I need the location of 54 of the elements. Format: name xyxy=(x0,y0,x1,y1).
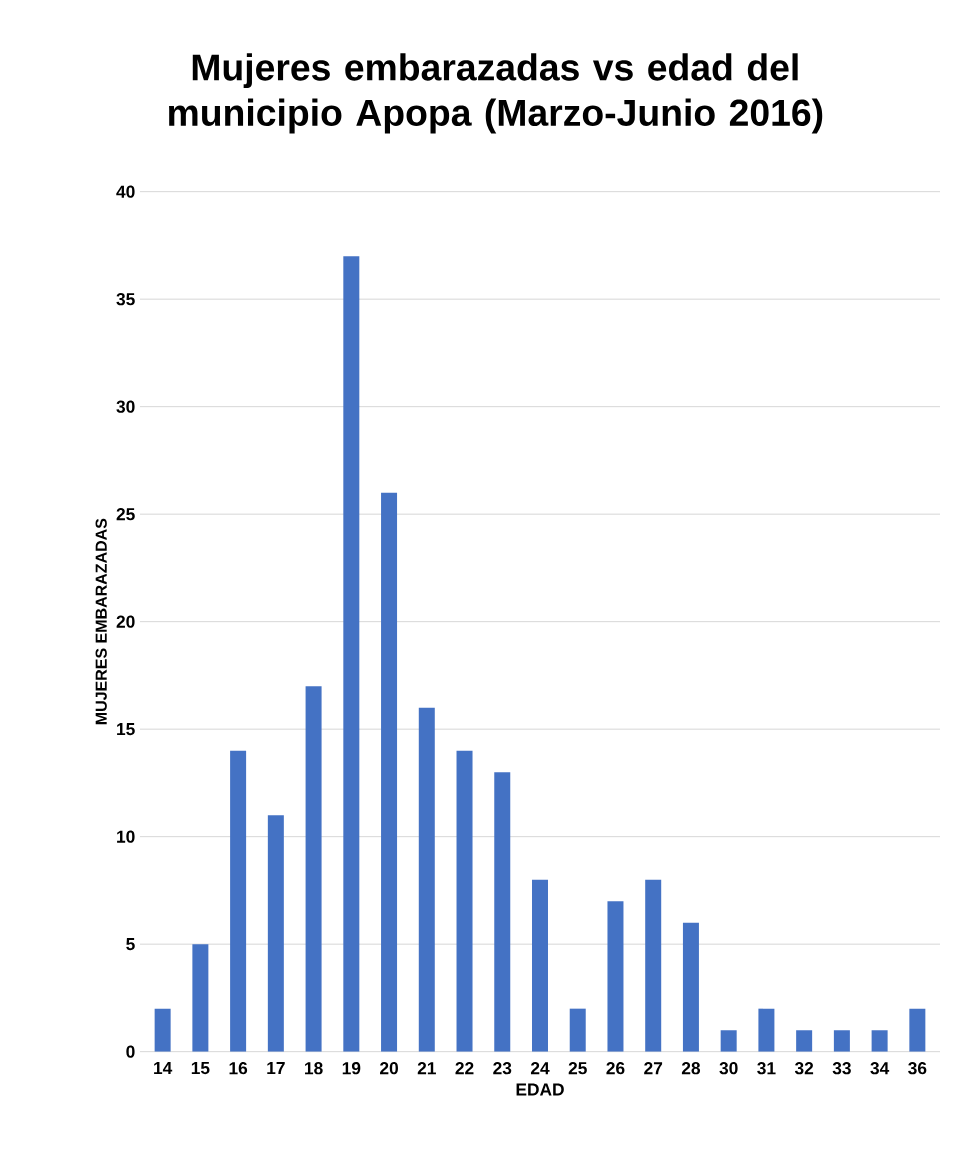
x-tick-label: 23 xyxy=(493,1062,512,1075)
x-tick-label: 30 xyxy=(719,1062,738,1075)
x-tick-label: 21 xyxy=(417,1062,436,1075)
bar xyxy=(607,901,624,1052)
bar xyxy=(381,492,398,1052)
bar xyxy=(569,1008,586,1052)
x-tick-label: 16 xyxy=(229,1062,248,1075)
bar xyxy=(230,750,247,1052)
x-tick-label: 27 xyxy=(644,1062,663,1075)
bar xyxy=(682,922,699,1052)
bar xyxy=(871,1030,888,1052)
x-tick-label: 28 xyxy=(681,1062,701,1075)
bar xyxy=(494,772,511,1052)
bar xyxy=(833,1030,850,1052)
x-tick-label: 24 xyxy=(530,1062,550,1075)
x-tick-label: 26 xyxy=(606,1062,625,1075)
y-axis-title: MUJERES EMBARAZADAS xyxy=(95,518,107,725)
bar xyxy=(418,707,435,1052)
bar xyxy=(720,1030,737,1052)
x-tick-label: 36 xyxy=(908,1062,927,1075)
y-tick-label: 5 xyxy=(126,938,135,951)
bar xyxy=(154,1008,171,1052)
y-tick-label: 0 xyxy=(126,1045,135,1058)
x-tick-label: 22 xyxy=(455,1062,474,1075)
bar xyxy=(532,879,548,1052)
x-tick-label: 17 xyxy=(267,1062,285,1074)
y-tick-label: 15 xyxy=(117,723,135,736)
x-tick-label: 32 xyxy=(794,1062,814,1075)
x-tick-label: 34 xyxy=(870,1062,890,1075)
y-tick-label: 10 xyxy=(117,830,135,843)
y-tick-label: 35 xyxy=(116,293,135,306)
x-tick-label: 33 xyxy=(832,1062,851,1075)
x-tick-label: 19 xyxy=(342,1062,361,1075)
x-tick-label: 25 xyxy=(568,1062,587,1075)
x-tick-label: 18 xyxy=(305,1062,323,1075)
bar xyxy=(645,879,662,1052)
bar xyxy=(456,750,473,1052)
bar xyxy=(758,1008,775,1052)
y-tick-label: 40 xyxy=(116,185,135,198)
x-tick-label: 20 xyxy=(380,1062,398,1075)
bar xyxy=(305,686,322,1052)
bar xyxy=(909,1008,926,1052)
y-tick-label: 20 xyxy=(116,615,135,628)
bar xyxy=(343,256,360,1052)
bar xyxy=(192,944,209,1052)
x-tick-label: 14 xyxy=(154,1062,173,1074)
bar xyxy=(796,1030,813,1052)
y-tick-label: 25 xyxy=(116,508,135,521)
bar xyxy=(267,815,284,1052)
x-axis-title: EDAD xyxy=(516,1083,564,1096)
x-tick-label: 15 xyxy=(191,1062,210,1075)
x-tick-label: 31 xyxy=(757,1062,776,1075)
chart-title: Mujeres embarazadas vs edad del municipio Apopa (Marzo-Junio 2016) xyxy=(169,53,823,134)
y-tick-label: 30 xyxy=(116,400,135,413)
